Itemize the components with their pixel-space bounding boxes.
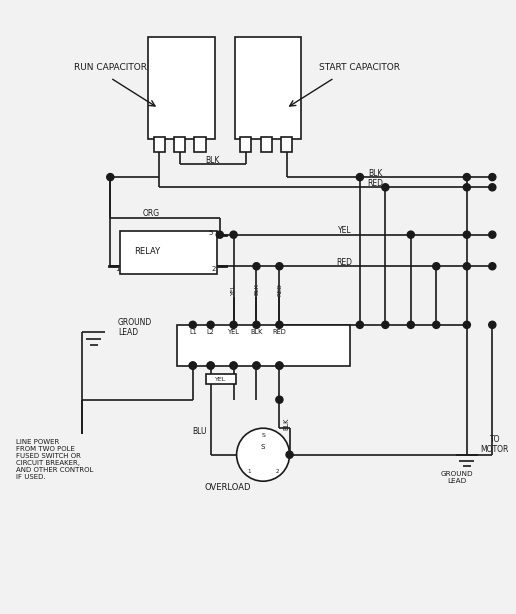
Text: RED: RED xyxy=(336,258,352,266)
Bar xyxy=(281,138,292,152)
Circle shape xyxy=(189,362,197,369)
Bar xyxy=(205,375,236,384)
Circle shape xyxy=(382,321,389,328)
Circle shape xyxy=(407,231,414,238)
Circle shape xyxy=(463,231,471,238)
Circle shape xyxy=(489,231,496,238)
Circle shape xyxy=(276,263,283,270)
Circle shape xyxy=(433,321,440,328)
Circle shape xyxy=(230,362,237,369)
Text: TO
MOTOR: TO MOTOR xyxy=(481,435,509,454)
Text: RED: RED xyxy=(277,282,282,296)
Text: 2: 2 xyxy=(212,266,216,272)
Circle shape xyxy=(107,174,114,181)
Circle shape xyxy=(237,428,289,481)
Circle shape xyxy=(207,321,214,328)
Text: YEL: YEL xyxy=(215,377,227,382)
Bar xyxy=(154,138,165,152)
Circle shape xyxy=(253,263,260,270)
Text: L1: L1 xyxy=(189,330,197,335)
Text: GROUND
LEAD: GROUND LEAD xyxy=(440,471,473,484)
Text: BLK: BLK xyxy=(250,330,263,335)
Text: YEL: YEL xyxy=(338,226,351,235)
Text: YEL: YEL xyxy=(231,284,236,295)
Circle shape xyxy=(230,362,237,369)
Text: 5: 5 xyxy=(209,230,213,236)
Circle shape xyxy=(253,362,260,369)
Circle shape xyxy=(489,174,496,181)
Text: RED: RED xyxy=(272,330,286,335)
Bar xyxy=(195,138,205,152)
Circle shape xyxy=(253,362,260,369)
Circle shape xyxy=(433,263,440,270)
Text: GROUND
LEAD: GROUND LEAD xyxy=(118,317,152,337)
Text: L2: L2 xyxy=(207,330,215,335)
Text: START CAPACITOR: START CAPACITOR xyxy=(319,63,400,72)
Text: BLK: BLK xyxy=(254,283,259,295)
Text: YEL: YEL xyxy=(228,330,239,335)
Text: BLU: BLU xyxy=(192,427,207,437)
Circle shape xyxy=(253,321,260,328)
Text: LINE POWER
FROM TWO POLE
FUSED SWITCH OR
CIRCUIT BREAKER,
AND OTHER CONTROL
IF U: LINE POWER FROM TWO POLE FUSED SWITCH OR… xyxy=(16,439,93,480)
Circle shape xyxy=(463,321,471,328)
Circle shape xyxy=(207,362,214,369)
Circle shape xyxy=(382,184,389,191)
Circle shape xyxy=(276,321,283,328)
Circle shape xyxy=(230,231,237,238)
Circle shape xyxy=(489,184,496,191)
Text: RUN CAPACITOR: RUN CAPACITOR xyxy=(74,63,147,72)
Text: BLK: BLK xyxy=(205,156,219,165)
Text: ORG: ORG xyxy=(142,209,159,219)
Circle shape xyxy=(276,396,283,403)
Circle shape xyxy=(463,263,471,270)
Bar xyxy=(235,37,301,139)
Circle shape xyxy=(216,231,223,238)
Text: 1: 1 xyxy=(115,266,120,272)
Bar xyxy=(174,138,185,152)
Circle shape xyxy=(489,263,496,270)
Text: OVERLOAD: OVERLOAD xyxy=(204,483,251,492)
Circle shape xyxy=(189,321,197,328)
Text: BLK: BLK xyxy=(283,418,289,430)
Circle shape xyxy=(189,362,197,369)
Bar xyxy=(240,138,251,152)
Circle shape xyxy=(463,174,471,181)
Text: BLK: BLK xyxy=(368,168,382,177)
Circle shape xyxy=(276,362,283,369)
Text: 1: 1 xyxy=(247,468,251,473)
Circle shape xyxy=(357,321,363,328)
Circle shape xyxy=(357,174,363,181)
Bar xyxy=(176,325,350,365)
Circle shape xyxy=(230,321,237,328)
Circle shape xyxy=(489,321,496,328)
Circle shape xyxy=(407,321,414,328)
Text: RED: RED xyxy=(367,179,383,188)
Circle shape xyxy=(463,184,471,191)
Bar xyxy=(120,231,217,274)
Text: S: S xyxy=(261,444,265,450)
Text: S: S xyxy=(261,433,265,438)
Circle shape xyxy=(286,451,293,458)
Text: RELAY: RELAY xyxy=(134,247,160,257)
Bar xyxy=(149,37,215,139)
Circle shape xyxy=(276,362,283,369)
Text: 2: 2 xyxy=(276,468,279,473)
Circle shape xyxy=(207,362,214,369)
Bar xyxy=(261,138,272,152)
